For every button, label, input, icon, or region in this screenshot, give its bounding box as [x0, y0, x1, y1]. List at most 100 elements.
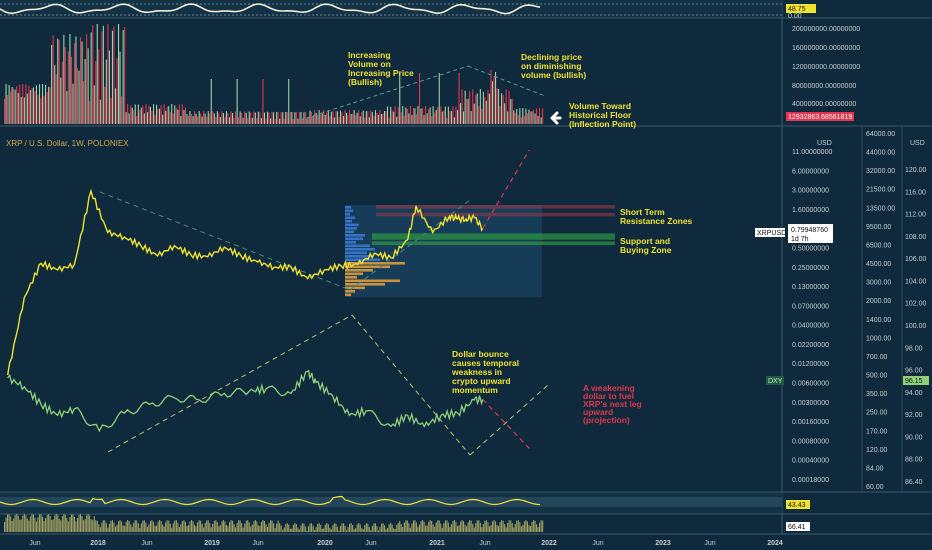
volume-bar	[229, 117, 231, 124]
bottom-histogram-bar	[279, 523, 281, 532]
annotation-resistance-line: Short Term	[620, 207, 665, 217]
volume-bar	[251, 117, 253, 124]
bottom-histogram-bar	[45, 518, 47, 532]
xrp-downtrend-line	[99, 191, 351, 291]
annotation-weakening-dollar: A weakening dollar to fuel XRP's next leg u…	[583, 383, 642, 425]
bottom-histogram-bar	[115, 526, 117, 532]
volume-bar	[131, 107, 133, 124]
bottom-histogram-bar	[306, 530, 308, 532]
bottom-histogram-bar	[374, 523, 376, 532]
bottom-histogram-bar	[20, 519, 22, 532]
bottom-histogram-bar	[251, 524, 253, 532]
bottom-histogram-bar	[236, 522, 238, 532]
bottom-histogram-bar	[69, 517, 71, 532]
volume-bar	[63, 34, 65, 124]
volume-bar	[371, 112, 373, 124]
volume-bar	[168, 106, 170, 124]
volume-bar	[72, 83, 74, 124]
volume-bar	[239, 111, 241, 124]
bottom-histogram-bar	[481, 527, 483, 532]
volume-bar	[444, 106, 446, 124]
volume-bar	[247, 117, 249, 124]
bottom-histogram-bar	[368, 527, 370, 532]
second-axis-label: 120.00	[866, 447, 888, 454]
bottom-histogram-bar	[210, 527, 212, 532]
volume-bar	[213, 113, 215, 124]
second-axis-label: 44000.00	[866, 150, 895, 157]
annotation-declining-price-line: Declining price	[521, 52, 582, 62]
volume-bar	[215, 116, 217, 124]
volume-trendline-up	[299, 65, 469, 121]
volume-bar	[194, 111, 196, 124]
bottom-histogram-bar	[493, 520, 495, 532]
volume-bar	[235, 111, 237, 124]
volume-bar	[175, 107, 177, 124]
volume-bar	[440, 106, 442, 124]
bottom-histogram-bar	[57, 515, 59, 532]
bottom-histogram-bar	[431, 521, 433, 532]
volume-bar	[409, 106, 411, 124]
volume-bar	[8, 85, 10, 124]
second-axis-label: 350.00	[866, 391, 888, 398]
bottom-histogram-bar	[450, 524, 452, 532]
volume-bar	[473, 103, 475, 124]
bottom-histogram-bar	[104, 520, 106, 532]
volume-bar	[37, 94, 39, 124]
bottom-histogram-bar	[520, 526, 522, 532]
bottom-histogram-bar	[111, 520, 113, 532]
volume-bar	[245, 112, 247, 124]
dxy-axis-label: 120.00	[905, 167, 927, 174]
bottom-histogram-bar	[49, 516, 51, 532]
bottom-histogram-bar	[125, 521, 127, 532]
volume-bar	[539, 108, 541, 124]
bottom-histogram-bar	[440, 523, 442, 532]
volume-bar	[177, 109, 179, 124]
xrp-axis-label: 0.00080000	[792, 438, 829, 445]
volume-bar	[426, 113, 428, 124]
xrp-axis-unit: USD	[817, 140, 832, 147]
volume-bar	[95, 60, 97, 124]
volume-bar	[431, 116, 433, 124]
bottom-histogram-bar	[441, 527, 443, 532]
bottom-histogram-bar	[346, 530, 348, 532]
bottom-histogram-bar	[400, 524, 402, 532]
bottom-histogram-bar	[286, 523, 288, 532]
bottom-histogram-bar	[491, 521, 493, 532]
bottom-histogram-bar	[29, 516, 31, 532]
bottom-histogram-bar	[5, 517, 7, 532]
time-axis-label: 2020	[317, 540, 333, 547]
volume-bar	[51, 45, 53, 124]
dxy-series-line	[7, 369, 484, 433]
bottom-histogram-bar	[207, 520, 209, 532]
bottom-histogram-bar	[385, 529, 387, 532]
volume-bar	[320, 113, 322, 124]
dxy-recent-uptrend-line	[469, 384, 549, 456]
bottom-histogram-bar	[367, 523, 369, 532]
bottom-histogram-bar	[341, 523, 343, 532]
volume-bar	[502, 95, 504, 124]
volume-bar	[326, 112, 328, 124]
volume-bar	[174, 105, 176, 124]
volume-bar	[291, 112, 293, 124]
annotation-dollar-bounce-line: Dollar bounce	[452, 349, 509, 359]
volume-bar	[209, 113, 211, 124]
bottom-histogram-bar	[475, 523, 477, 532]
bottom-histogram-bar	[517, 520, 519, 532]
bottom-histogram-bar	[339, 526, 341, 532]
volume-bar	[394, 106, 396, 124]
bottom-histogram-bar	[75, 521, 77, 532]
dxy-axis-label: 96.00	[905, 368, 923, 375]
bottom-histogram-bar	[390, 523, 392, 532]
bottom-histogram-bar	[209, 523, 211, 532]
volume-bar	[457, 110, 459, 124]
volume-profile-row	[345, 206, 351, 209]
bottom-histogram-bar	[244, 523, 246, 532]
volume-bar	[367, 111, 369, 124]
bottom-histogram-bar	[245, 520, 247, 532]
bottom-histogram-bar	[419, 524, 421, 532]
volume-bar	[241, 112, 243, 124]
bottom-histogram-bar	[42, 516, 44, 532]
bottom-histogram-bar	[248, 522, 250, 532]
bottom-histogram-bar	[289, 528, 291, 532]
bottom-histogram-bar	[370, 530, 372, 532]
